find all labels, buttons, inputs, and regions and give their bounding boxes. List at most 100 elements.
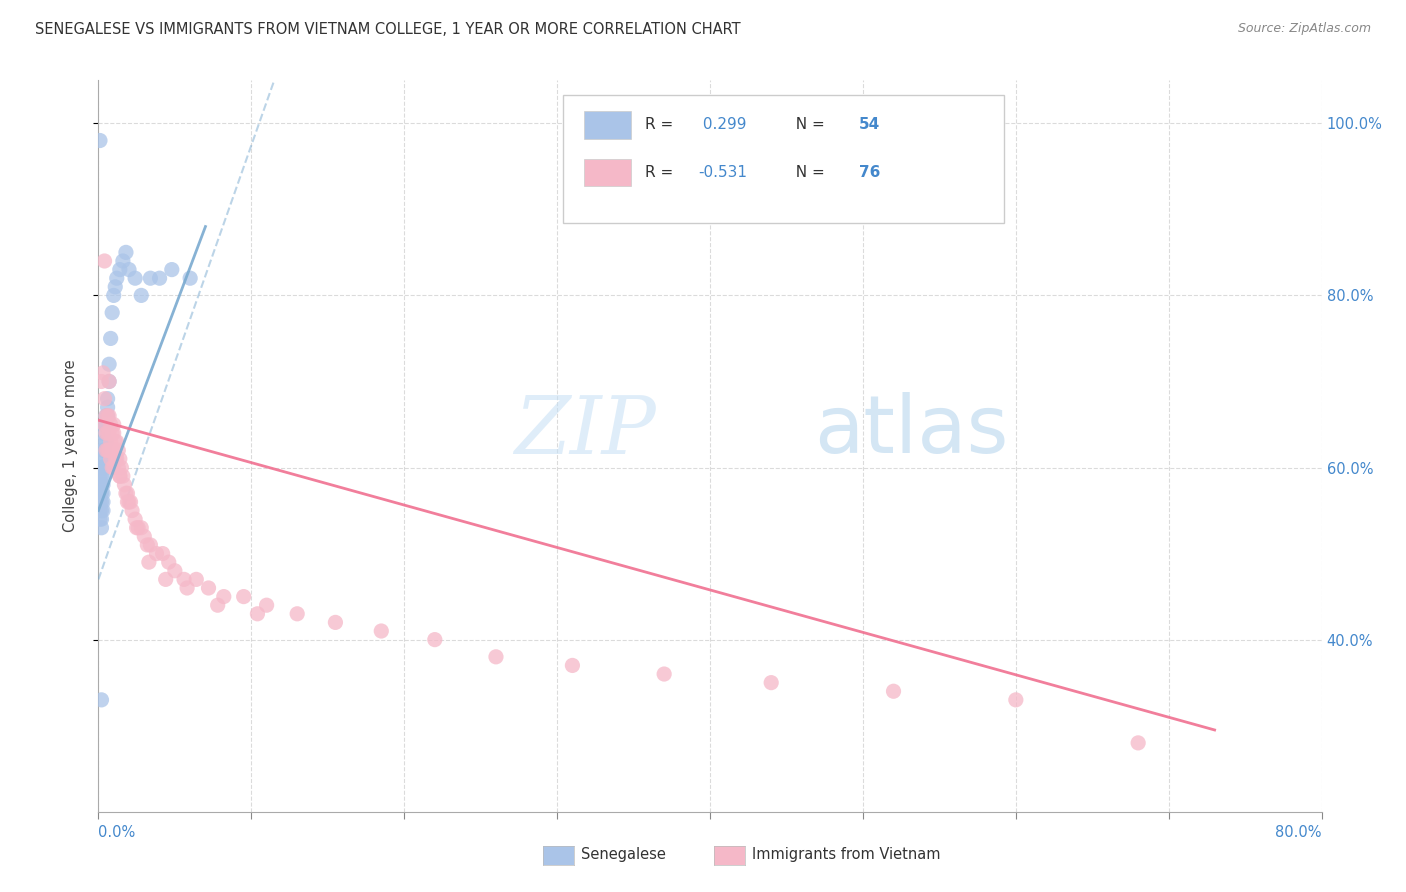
Point	[157, 555, 180, 569]
Point	[94, 409, 117, 423]
Point	[90, 469, 112, 483]
Point	[104, 434, 127, 449]
Point	[91, 503, 114, 517]
Point	[91, 486, 114, 500]
Point	[139, 271, 162, 285]
Point	[91, 443, 114, 458]
Point	[89, 477, 111, 491]
Text: Immigrants from Vietnam: Immigrants from Vietnam	[752, 847, 941, 862]
Point	[108, 469, 131, 483]
Point	[883, 684, 905, 698]
Point	[232, 590, 254, 604]
Point	[98, 357, 121, 371]
Point	[485, 649, 508, 664]
Point	[108, 262, 131, 277]
Point	[93, 460, 115, 475]
Text: 76: 76	[859, 165, 880, 180]
Point	[98, 426, 121, 441]
Point	[212, 590, 235, 604]
Text: N =: N =	[786, 165, 830, 180]
Point	[89, 512, 111, 526]
Point	[90, 512, 112, 526]
Point	[105, 451, 128, 466]
Point	[652, 667, 675, 681]
Point	[90, 503, 112, 517]
Point	[94, 409, 117, 423]
Point	[111, 254, 134, 268]
Point	[89, 503, 111, 517]
Point	[101, 426, 124, 441]
Point	[100, 451, 122, 466]
Point	[1004, 693, 1026, 707]
Text: 80.0%: 80.0%	[1275, 824, 1322, 839]
Point	[186, 573, 208, 587]
Point	[325, 615, 347, 630]
Point	[90, 486, 112, 500]
Text: -0.531: -0.531	[697, 165, 747, 180]
Point	[104, 280, 127, 294]
Text: 0.0%: 0.0%	[98, 824, 135, 839]
Point	[163, 564, 186, 578]
Point	[370, 624, 392, 638]
Point	[136, 538, 159, 552]
Text: Source: ZipAtlas.com: Source: ZipAtlas.com	[1237, 22, 1371, 36]
Point	[138, 555, 160, 569]
Point	[115, 245, 138, 260]
Point	[89, 469, 111, 483]
Point	[97, 426, 120, 441]
Point	[89, 460, 111, 475]
Point	[93, 443, 115, 458]
Point	[93, 392, 115, 406]
Point	[94, 426, 117, 441]
Point	[108, 451, 131, 466]
Point	[90, 521, 112, 535]
Point	[117, 486, 139, 500]
Point	[98, 443, 121, 458]
Point	[145, 547, 167, 561]
Point	[117, 495, 139, 509]
Text: R =: R =	[645, 118, 678, 132]
Text: 54: 54	[859, 118, 880, 132]
Point	[176, 581, 198, 595]
Point	[90, 451, 112, 466]
Point	[107, 443, 129, 458]
Point	[90, 375, 112, 389]
Point	[101, 443, 124, 458]
Point	[90, 460, 112, 475]
Point	[91, 426, 114, 441]
Point	[108, 469, 131, 483]
Point	[94, 443, 117, 458]
Point	[125, 521, 148, 535]
Point	[1128, 736, 1150, 750]
Point	[94, 434, 117, 449]
Point	[246, 607, 269, 621]
Point	[179, 271, 201, 285]
Text: R =: R =	[645, 165, 678, 180]
Point	[256, 598, 278, 612]
Point	[89, 495, 111, 509]
Point	[124, 512, 146, 526]
Point	[103, 443, 125, 458]
Point	[124, 271, 146, 285]
Point	[107, 460, 129, 475]
Point	[149, 271, 172, 285]
Point	[121, 503, 143, 517]
Point	[197, 581, 219, 595]
Point	[90, 495, 112, 509]
Point	[105, 271, 128, 285]
Text: SENEGALESE VS IMMIGRANTS FROM VIETNAM COLLEGE, 1 YEAR OR MORE CORRELATION CHART: SENEGALESE VS IMMIGRANTS FROM VIETNAM CO…	[35, 22, 741, 37]
FancyBboxPatch shape	[564, 95, 1004, 223]
Point	[160, 262, 183, 277]
Point	[94, 417, 117, 432]
Point	[97, 392, 120, 406]
Point	[139, 538, 162, 552]
Point	[100, 331, 122, 345]
Point	[98, 375, 121, 389]
Point	[118, 495, 141, 509]
Point	[120, 495, 142, 509]
Point	[98, 375, 121, 389]
Point	[90, 693, 112, 707]
Point	[93, 417, 115, 432]
Point	[127, 521, 149, 535]
Point	[103, 417, 125, 432]
